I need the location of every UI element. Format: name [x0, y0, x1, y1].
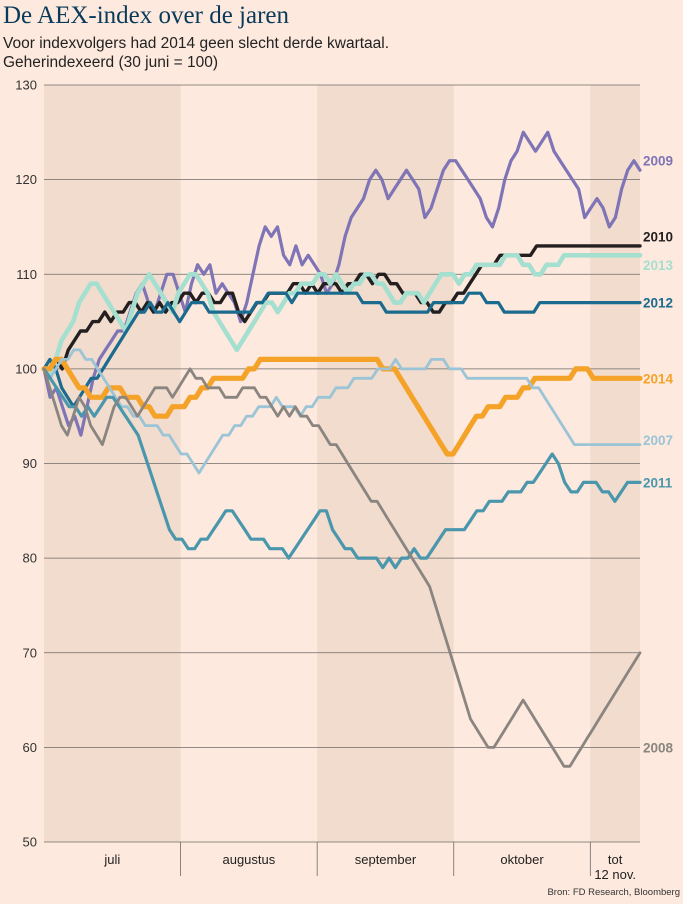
source-note: Bron: FD Research, Bloomberg	[547, 887, 680, 898]
y-tick-label-90: 90	[23, 456, 37, 471]
x-month-label-2: september	[355, 852, 417, 867]
chart-title: De AEX-index over de jaren	[3, 2, 289, 29]
x-month-label-4-line1: 12 nov.	[594, 867, 636, 882]
x-month-label-3: oktober	[500, 852, 544, 867]
series-line-2007	[42, 348, 642, 475]
series-line-2008	[42, 367, 642, 768]
x-month-label-1: augustus	[222, 852, 275, 867]
y-tick-label-80: 80	[23, 551, 37, 566]
series-label-2014: 2014	[643, 371, 674, 386]
x-month-label-0: juli	[103, 852, 120, 867]
y-tick-label-70: 70	[23, 645, 37, 660]
chart-subtitle-2: Geherindexeerd (30 juni = 100)	[3, 54, 218, 71]
y-tick-label-50: 50	[23, 835, 37, 850]
series-label-2012: 2012	[643, 296, 673, 311]
series-line-2012	[42, 291, 642, 409]
series-label-2013: 2013	[643, 258, 674, 273]
series-label-2010: 2010	[643, 229, 673, 244]
x-month-label-4: tot	[608, 852, 623, 867]
y-tick-label-130: 130	[15, 78, 37, 93]
y-tick-label-60: 60	[23, 740, 37, 755]
chart-subtitle: Voor indexvolgers had 2014 geen slecht d…	[3, 35, 390, 52]
series-label-2011: 2011	[643, 475, 673, 490]
y-tick-label-110: 110	[16, 267, 37, 282]
series-label-2007: 2007	[643, 433, 673, 448]
series-line-2011	[42, 367, 642, 570]
series-line-2013	[41, 253, 643, 381]
series-label-2009: 2009	[643, 154, 673, 169]
y-tick-label-100: 100	[15, 361, 37, 376]
y-tick-label-120: 120	[15, 172, 37, 187]
series-label-2008: 2008	[643, 740, 674, 755]
